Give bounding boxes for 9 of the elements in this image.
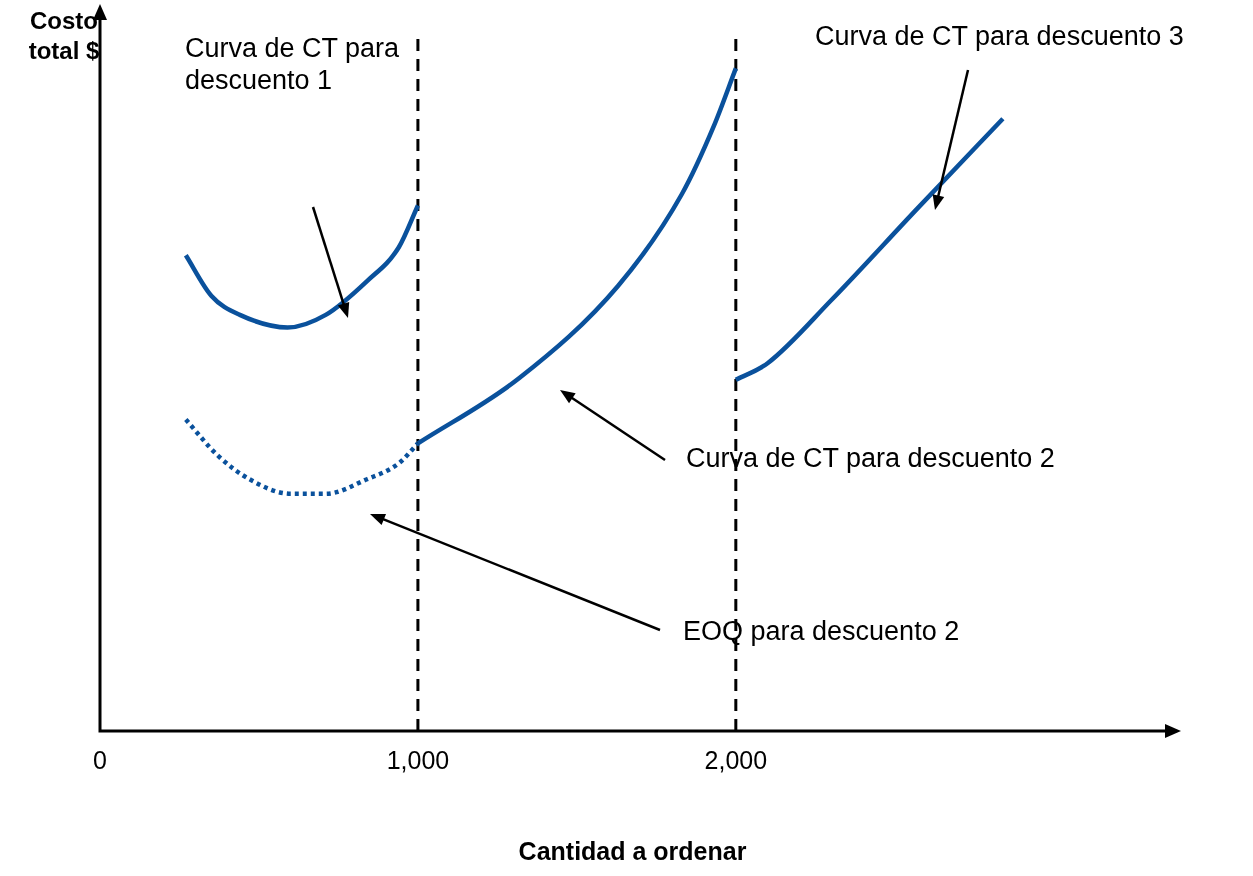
annotation: EOQ para descuento 2	[683, 616, 960, 647]
x-tick-label: 1,000	[386, 745, 450, 774]
x-tick-label: 2,000	[704, 745, 768, 774]
annotation: Curva de CT para descuento 1	[185, 33, 401, 96]
x-axis-title: Cantidad a ordenar	[518, 836, 747, 865]
x-tick-label: 0	[93, 745, 107, 774]
y-axis-title: Costo total $	[27, 6, 101, 66]
text: Curva de CT para descuento 3	[815, 21, 1184, 52]
annotation: Curva de CT para descuento 2	[686, 443, 1055, 474]
